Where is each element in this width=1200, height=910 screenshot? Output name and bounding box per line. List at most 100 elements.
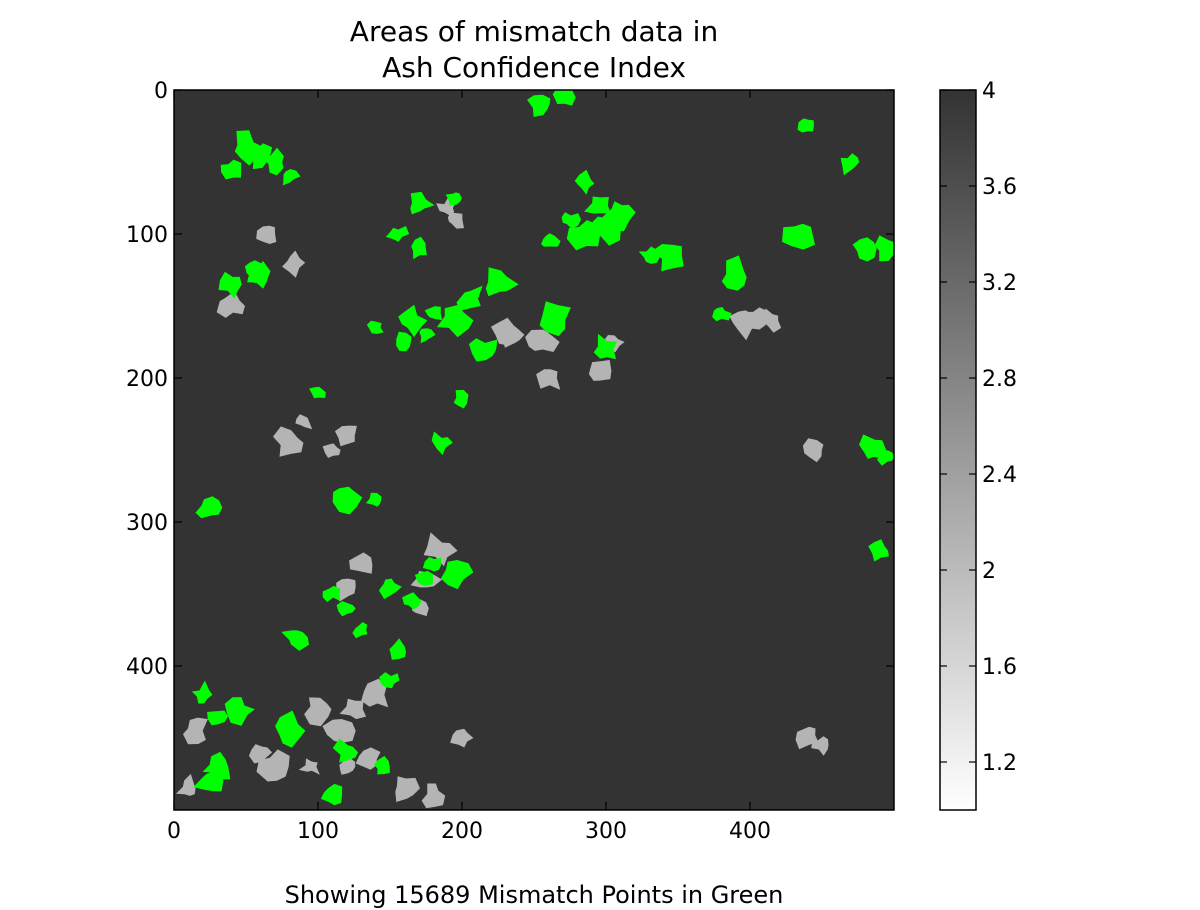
mismatch-patch [561, 212, 582, 229]
mismatch-patch [283, 169, 301, 186]
gray-patch [355, 747, 381, 770]
colorbar-axis: 1.2 1.6 2 2.4 2.8 3.2 3.6 4 [940, 79, 1017, 776]
gray-patch [256, 225, 277, 244]
mismatch-patch [440, 560, 474, 590]
mismatch-patch [195, 496, 223, 519]
mismatch-patch [332, 738, 359, 763]
mismatch-patch [398, 304, 428, 338]
mismatch-patch [527, 94, 551, 117]
mismatch-patch [365, 492, 382, 507]
mismatch-patch [539, 301, 571, 337]
chart-title-line-1: Areas of mismatch data in [349, 15, 719, 48]
gray-patch [334, 425, 357, 447]
colorbar-tick-label: 2.8 [982, 367, 1017, 392]
gray-patch [176, 773, 196, 796]
mismatch-patch [436, 304, 474, 338]
gray-patch [282, 250, 306, 278]
gray-patch [447, 212, 464, 229]
mismatch-patch [366, 320, 384, 334]
mismatch-patch [445, 192, 462, 206]
mismatch-patch [874, 235, 894, 262]
colorbar-tick-label: 1.2 [982, 751, 1017, 776]
mismatch-patch [352, 622, 368, 639]
y-tick-label: 400 [126, 655, 168, 680]
colorbar-tick-label: 3.2 [982, 271, 1017, 296]
gray-patch [304, 697, 332, 727]
gray-patch [339, 698, 367, 720]
mismatch-patch [322, 585, 341, 602]
gray-patch [248, 744, 273, 764]
colorbar-tick-label: 1.6 [982, 655, 1017, 680]
mismatch-patch [485, 267, 519, 297]
mismatch-patch [721, 255, 747, 291]
gray-patch [423, 532, 458, 567]
x-tick-label: 100 [297, 819, 339, 844]
x-tick-label: 300 [585, 819, 627, 844]
gray-patch [802, 438, 824, 463]
colorbar [939, 89, 977, 811]
gray-patch [336, 578, 356, 602]
mismatch-patch [414, 571, 433, 586]
mismatch-patch [653, 244, 684, 272]
mismatch-patch [402, 592, 422, 610]
x-tick-label: 0 [167, 819, 181, 844]
mismatch-patch [422, 556, 442, 572]
plot-area [174, 90, 894, 810]
mismatch-patch [541, 233, 561, 247]
mismatch-patch [431, 431, 453, 456]
y-tick-label: 300 [126, 511, 168, 536]
chart-title-line-2: Ash Confidence Index [382, 51, 686, 84]
mismatch-patch [202, 751, 231, 780]
mismatch-patch [281, 630, 309, 651]
y-tick-label: 0 [154, 79, 168, 104]
x-tick-label: 400 [729, 819, 771, 844]
mismatch-patch [332, 486, 363, 515]
mismatch-patch [378, 578, 402, 600]
mismatch-patch [389, 638, 406, 660]
mismatch-patch [385, 226, 410, 242]
gray-patch [421, 783, 446, 809]
mismatch-patch [468, 338, 498, 362]
gray-patch [395, 776, 420, 802]
mismatch-patch [574, 169, 595, 195]
gray-patch [295, 414, 313, 430]
gray-patch [322, 719, 356, 743]
gray-patch [588, 360, 612, 381]
mismatch-patch [218, 271, 242, 299]
mismatch-patch [712, 307, 732, 322]
chart-caption: Showing 15689 Mismatch Points in Green [284, 881, 784, 909]
x-tick-label: 200 [441, 819, 483, 844]
mismatch-patch [584, 196, 611, 214]
mismatch-patch [309, 386, 326, 399]
colorbar-tick-label: 3.6 [982, 175, 1017, 200]
chart-title: Areas of mismatch data in Ash Confidence… [174, 14, 894, 86]
mismatch-patch [275, 710, 306, 748]
mismatch-patch [859, 434, 887, 459]
mismatch-patch [566, 220, 601, 251]
gray-patch-layer [176, 194, 829, 809]
gray-patch [525, 329, 560, 352]
x-axis: 0 100 200 300 400 [167, 90, 771, 844]
y-tick-label: 200 [126, 367, 168, 392]
colorbar-tick-label: 4 [982, 79, 996, 104]
mismatch-patch [456, 285, 483, 311]
mismatch-patch [247, 260, 271, 289]
mismatch-patch [602, 201, 636, 232]
gray-patch [216, 291, 245, 318]
mismatch-patch [220, 159, 242, 180]
gray-patch [536, 369, 561, 390]
mismatch-patch [379, 672, 400, 689]
mismatch-patch [234, 130, 265, 166]
gray-patch [256, 749, 290, 782]
mismatch-patch [552, 90, 576, 106]
gray-patch [322, 443, 341, 458]
gray-patch [450, 728, 474, 748]
gray-patch [811, 736, 829, 756]
mismatch-patch [207, 710, 229, 726]
gray-patch [361, 678, 389, 708]
gray-patch [183, 717, 208, 745]
mismatch-patch [419, 328, 436, 344]
gray-patch [349, 552, 373, 574]
gray-patch [741, 307, 768, 330]
